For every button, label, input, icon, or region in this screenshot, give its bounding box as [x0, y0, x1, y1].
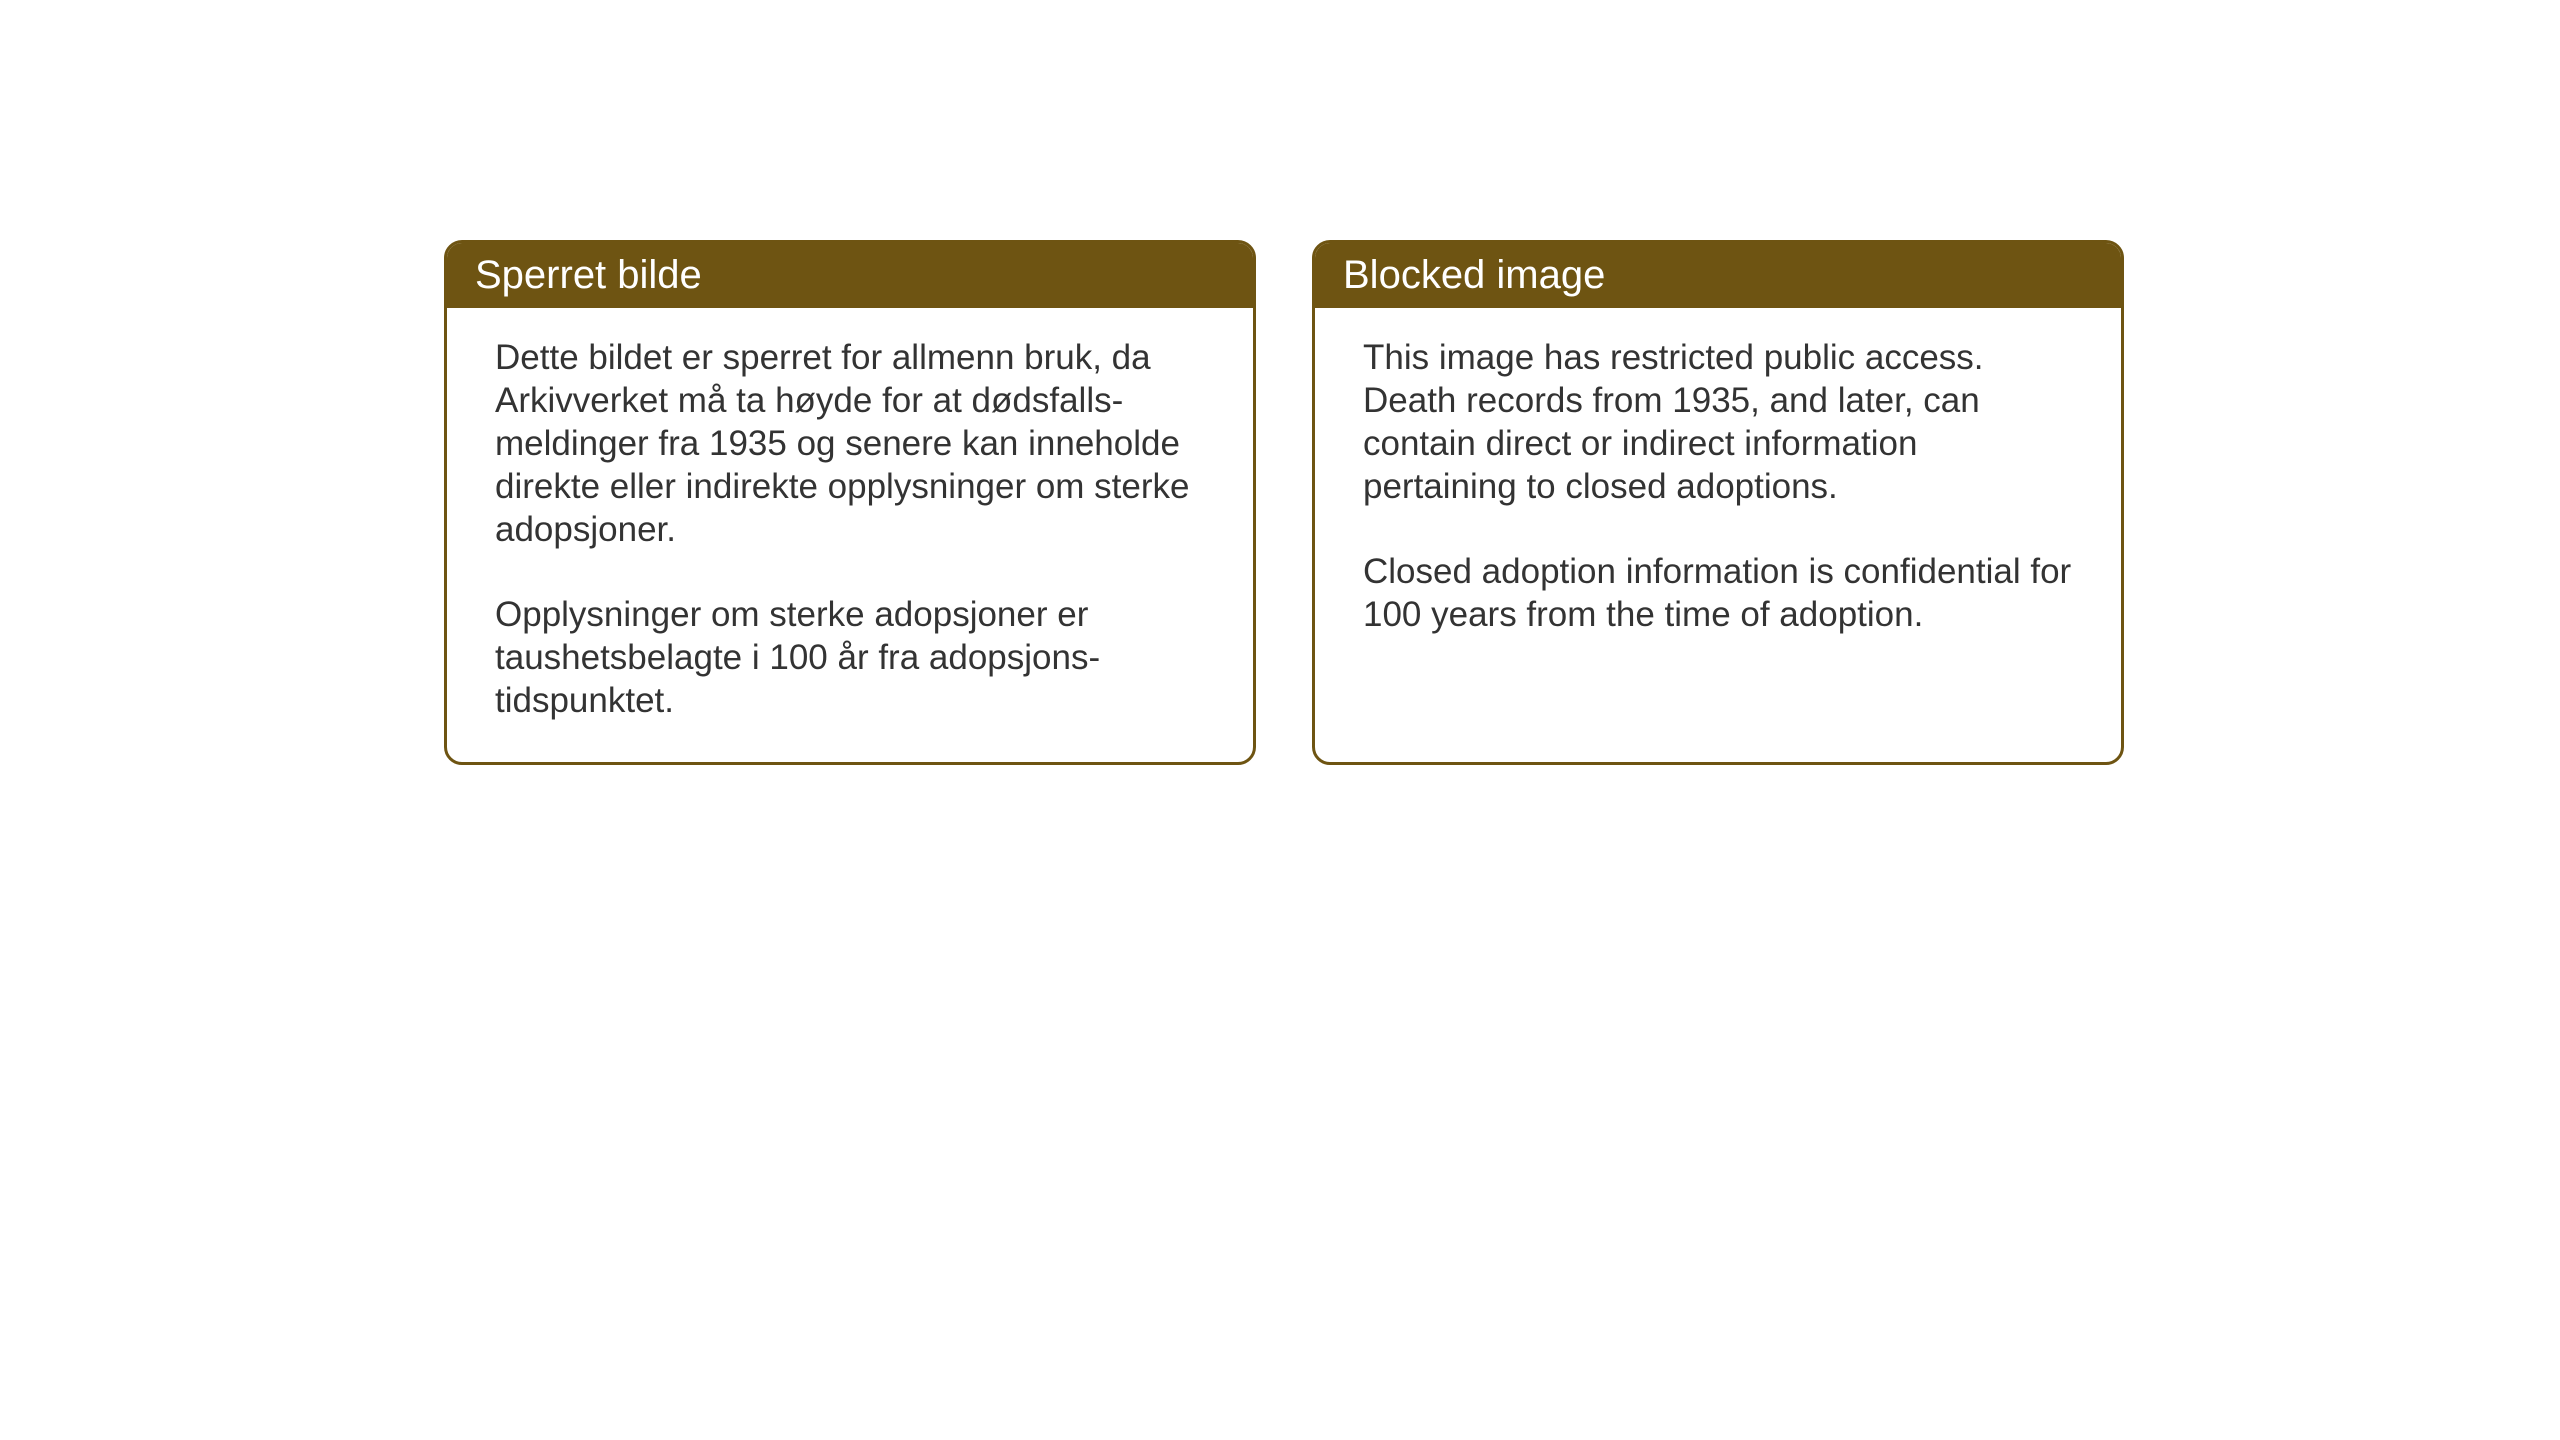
notice-paragraph-2-norwegian: Opplysninger om sterke adopsjoner er tau… [495, 593, 1205, 722]
notice-card-norwegian: Sperret bilde Dette bildet er sperret fo… [444, 240, 1256, 765]
notice-header-english: Blocked image [1315, 243, 2121, 308]
notice-paragraph-1-english: This image has restricted public access.… [1363, 336, 2073, 508]
notice-paragraph-1-norwegian: Dette bildet er sperret for allmenn bruk… [495, 336, 1205, 551]
notice-body-english: This image has restricted public access.… [1315, 308, 2121, 748]
notice-header-norwegian: Sperret bilde [447, 243, 1253, 308]
notice-body-norwegian: Dette bildet er sperret for allmenn bruk… [447, 308, 1253, 762]
notice-paragraph-2-english: Closed adoption information is confident… [1363, 550, 2073, 636]
notice-cards-container: Sperret bilde Dette bildet er sperret fo… [444, 240, 2124, 765]
notice-card-english: Blocked image This image has restricted … [1312, 240, 2124, 765]
